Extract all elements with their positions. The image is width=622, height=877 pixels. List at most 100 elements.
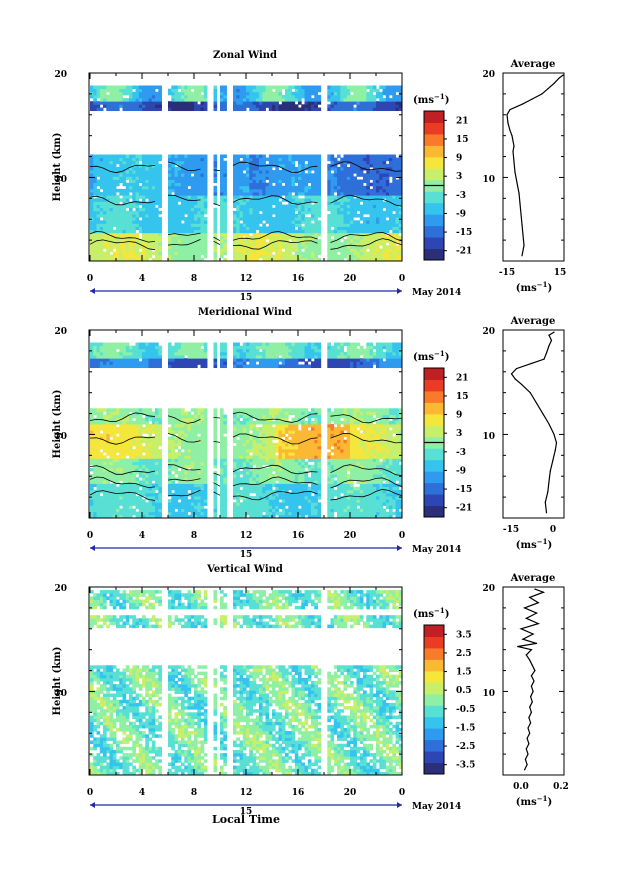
heatmap-cell [285,195,289,199]
heatmap-cell [262,217,266,221]
heatmap-cell [360,180,364,184]
heatmap-cell [110,424,114,428]
heatmap-cell [158,358,162,362]
heatmap-cell [132,161,136,165]
heatmap-cell [201,161,205,165]
heatmap-cell [214,155,218,159]
heatmap-cell [194,202,198,206]
heatmap-cell [197,506,201,510]
heatmap-cell [233,233,237,237]
heatmap-cell [376,217,380,221]
heatmap-cell [188,499,192,503]
heatmap-cell [308,245,312,249]
heatmap-cell [139,245,143,249]
heatmap-cell [392,108,396,112]
heatmap-cell [366,255,370,259]
heatmap-cell [220,202,224,206]
heatmap-cell [184,249,188,253]
heatmap-cell [204,220,208,224]
heatmap-cell [113,355,117,359]
heatmap-cell [376,245,380,249]
heatmap-cell [184,155,188,159]
heatmap-cell [106,205,110,209]
heatmap-cell [363,101,367,105]
heatmap-cell [100,455,104,459]
heatmap-cell [136,208,140,212]
heatmap-cell [337,211,341,215]
heatmap-cell [181,239,185,243]
heatmap-cell [194,108,198,112]
heatmap-cell [149,440,153,444]
heatmap-cell [155,214,159,218]
heatmap-cell [383,161,387,165]
heatmap-cell [129,245,133,249]
heatmap-cell [123,211,127,215]
heatmap-cell [305,245,309,249]
heatmap-cell [386,214,390,218]
heatmap-cell [223,205,227,209]
x-tick-zonal-4: 4 [139,274,145,284]
heatmap-cell [142,158,146,162]
heatmap-cell [360,158,364,162]
heatmap-cell [93,433,97,437]
heatmap-cell [201,198,205,202]
heatmap-cell [123,180,127,184]
heatmap-cell [357,242,361,246]
heatmap-cell [318,223,322,227]
heatmap-cell [347,176,351,180]
colorbar-swatch [424,203,444,215]
heatmap-cell [119,230,123,234]
heatmap-cell [220,223,224,227]
heatmap-cell [97,480,101,484]
heatmap-cell [305,186,309,190]
heatmap-cell [311,189,315,193]
heatmap-cell [357,223,361,227]
heatmap-cell [311,167,315,171]
heatmap-cell [223,208,227,212]
heatmap-cell [110,211,114,215]
heatmap-cell [249,217,253,221]
y-tick-zonal-10: 10 [54,175,67,185]
heatmap-cell [214,180,218,184]
heatmap-cell [311,230,315,234]
heatmap-cell [253,230,257,234]
heatmap-cell [389,195,393,199]
heatmap-cell [136,361,140,365]
heatmap-cell [392,227,396,231]
heatmap-cell [288,167,292,171]
heatmap-cell [184,412,188,416]
heatmap-cell [188,249,192,253]
heatmap-cell [373,158,377,162]
heatmap-cell [197,220,201,224]
heatmap-cell [97,173,101,177]
heatmap-cell [201,249,205,253]
heatmap-cell [236,108,240,112]
heatmap-cell [191,214,195,218]
heatmap-cell [123,108,127,112]
heatmap-cell [223,98,227,102]
heatmap-cell [262,208,266,212]
heatmap-cell [360,183,364,187]
heatmap-cell [350,230,354,234]
heatmap-cell [331,220,335,224]
heatmap-cell [337,233,341,237]
heatmap-cell [129,424,133,428]
heatmap-cell [197,95,201,99]
heatmap-cell [363,164,367,168]
heatmap-cell [357,180,361,184]
heatmap-cell [136,477,140,481]
heatmap-cell [246,98,250,102]
heatmap-cell [262,242,266,246]
heatmap-cell [155,161,159,165]
heatmap-cell [113,484,117,488]
month-label-zonal: May 2014 [412,288,461,298]
heatmap-cell [269,170,273,174]
heatmap-cell [184,176,188,180]
heatmap-cell [314,252,318,256]
heatmap-cell [194,220,198,224]
heatmap-cell [279,95,283,99]
heatmap-cell [132,176,136,180]
heatmap-cell [97,202,101,206]
heatmap-cell [347,155,351,159]
